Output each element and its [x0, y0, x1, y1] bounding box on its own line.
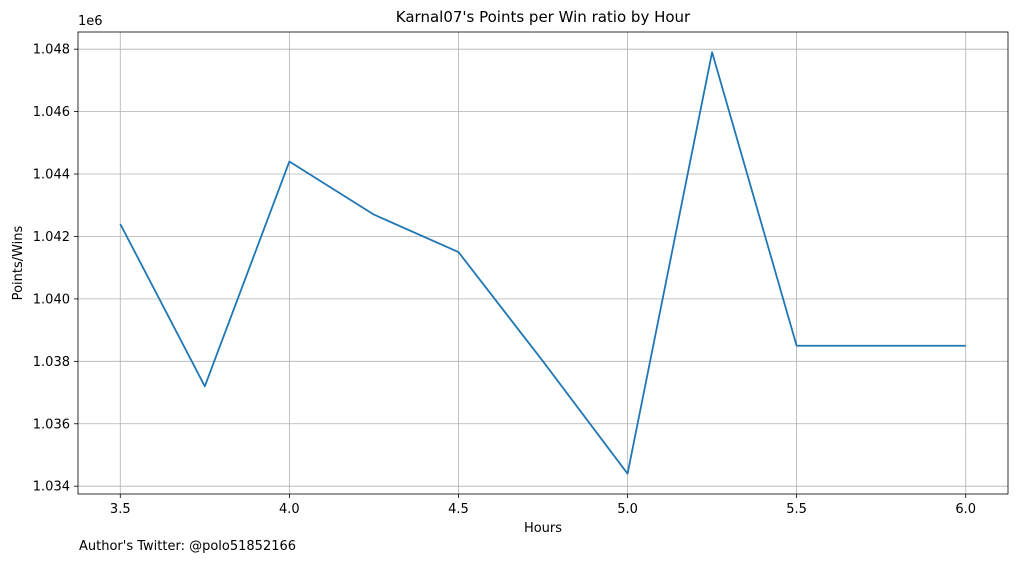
x-tick-label: 4.0	[279, 502, 300, 517]
y-tick-label: 1.040	[33, 292, 70, 307]
x-axis-ticks: 3.5 4.0 4.5 5.0 5.5 6.0	[110, 494, 976, 517]
author-caption: Author's Twitter: @polo51852166	[79, 539, 296, 554]
x-tick-label: 6.0	[955, 502, 976, 517]
x-tick-label: 5.5	[786, 502, 807, 517]
y-axis-label: Points/Wins	[11, 225, 26, 300]
y-tick-label: 1.042	[33, 230, 70, 245]
x-tick-label: 3.5	[110, 502, 131, 517]
y-axis-offset-label: 1e6	[78, 14, 103, 29]
y-tick-label: 1.046	[33, 105, 70, 120]
y-tick-label: 1.038	[33, 355, 70, 370]
series-line-group	[119, 51, 966, 475]
y-tick-label: 1.048	[33, 43, 70, 58]
grid-lines	[78, 32, 1008, 494]
plot-area-frame	[77, 31, 1009, 495]
x-axis-label: Hours	[524, 521, 562, 536]
y-tick-label: 1.036	[33, 417, 70, 432]
y-axis-ticks: 1.034 1.036 1.038 1.040 1.042 1.044 1.046 1.048	[33, 43, 78, 495]
y-tick-label: 1.034	[33, 480, 70, 495]
x-tick-label: 5.0	[617, 502, 638, 517]
series-line	[119, 51, 966, 475]
x-tick-label: 4.5	[448, 502, 469, 517]
chart-title: Karnal07's Points per Win ratio by Hour	[396, 8, 691, 26]
y-tick-label: 1.044	[33, 168, 70, 183]
